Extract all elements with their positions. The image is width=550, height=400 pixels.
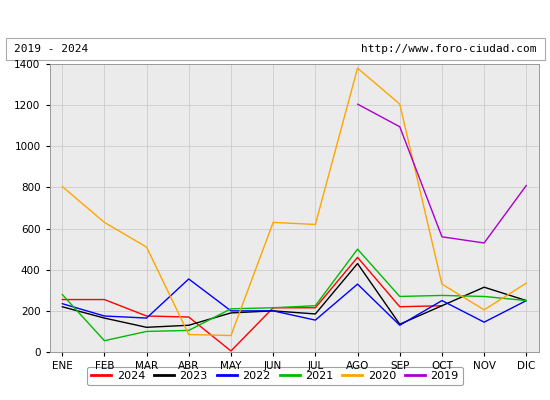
Legend: 2024, 2023, 2022, 2021, 2020, 2019: 2024, 2023, 2022, 2021, 2020, 2019 [87,366,463,386]
FancyBboxPatch shape [6,38,544,60]
Text: Evolucion Nº Turistas Nacionales en el municipio de Aldeaquemada: Evolucion Nº Turistas Nacionales en el m… [51,12,499,24]
Text: http://www.foro-ciudad.com: http://www.foro-ciudad.com [361,44,536,54]
Text: 2019 - 2024: 2019 - 2024 [14,44,88,54]
